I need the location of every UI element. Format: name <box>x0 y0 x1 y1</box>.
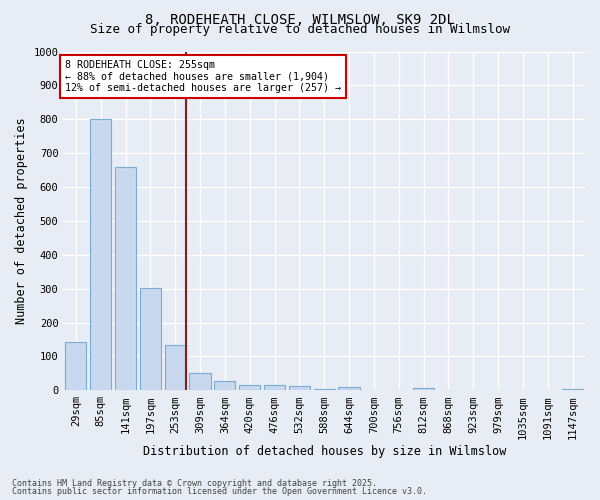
Bar <box>214 381 235 390</box>
Text: Size of property relative to detached houses in Wilmslow: Size of property relative to detached ho… <box>90 24 510 36</box>
Bar <box>115 166 136 390</box>
Bar <box>264 386 285 390</box>
Bar <box>562 388 583 390</box>
Bar <box>190 372 211 390</box>
Bar <box>140 288 161 391</box>
X-axis label: Distribution of detached houses by size in Wilmslow: Distribution of detached houses by size … <box>143 444 506 458</box>
Y-axis label: Number of detached properties: Number of detached properties <box>15 118 28 324</box>
Text: 8, RODEHEATH CLOSE, WILMSLOW, SK9 2DL: 8, RODEHEATH CLOSE, WILMSLOW, SK9 2DL <box>145 12 455 26</box>
Bar <box>289 386 310 390</box>
Bar <box>314 388 335 390</box>
Bar <box>65 342 86 390</box>
Text: Contains public sector information licensed under the Open Government Licence v3: Contains public sector information licen… <box>12 487 427 496</box>
Text: Contains HM Land Registry data © Crown copyright and database right 2025.: Contains HM Land Registry data © Crown c… <box>12 478 377 488</box>
Bar <box>164 344 186 391</box>
Text: 8 RODEHEATH CLOSE: 255sqm
← 88% of detached houses are smaller (1,904)
12% of se: 8 RODEHEATH CLOSE: 255sqm ← 88% of detac… <box>65 60 341 93</box>
Bar <box>413 388 434 390</box>
Bar <box>90 120 111 390</box>
Bar <box>338 387 359 390</box>
Bar <box>239 386 260 390</box>
